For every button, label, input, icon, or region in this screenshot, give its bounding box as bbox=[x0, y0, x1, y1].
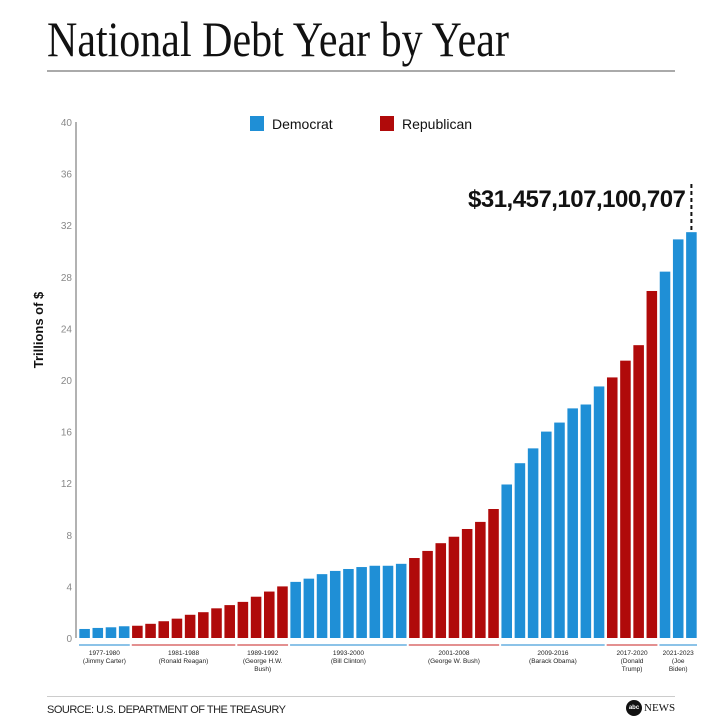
bar-democrat bbox=[659, 271, 671, 638]
y-tick-label: 32 bbox=[61, 221, 73, 232]
bar-democrat bbox=[527, 448, 539, 638]
period-label: (George H.W. bbox=[243, 658, 283, 665]
period-label: 2017-2020 bbox=[616, 650, 647, 657]
bar-republican bbox=[646, 290, 658, 638]
bar-republican bbox=[171, 618, 183, 638]
period-label: 1989-1992 bbox=[247, 650, 278, 657]
bar-democrat bbox=[686, 232, 697, 638]
bar-chart: 0 4 8 12 16 20 24 28 32 36 40 Trillions of $ Democ… bbox=[31, 116, 697, 673]
bar-democrat bbox=[343, 568, 354, 638]
bar-republican bbox=[488, 509, 499, 638]
bar-republican bbox=[145, 623, 156, 638]
bar-democrat bbox=[303, 578, 315, 638]
bar-republican bbox=[422, 550, 433, 638]
bar-republican bbox=[198, 612, 209, 638]
footer-rule bbox=[47, 696, 675, 697]
source-note: SOURCE: U.S. DEPARTMENT OF THE TREASURY bbox=[47, 704, 286, 716]
period-label: (Ronald Reagan) bbox=[159, 658, 209, 665]
y-axis-label: Trillions of $ bbox=[31, 291, 46, 368]
legend-swatch-democrat bbox=[250, 116, 264, 131]
legend-label-republican: Republican bbox=[402, 116, 472, 132]
bar-republican bbox=[132, 625, 143, 638]
page-title: National Debt Year by Year bbox=[47, 11, 509, 67]
y-tick-label: 4 bbox=[66, 582, 72, 593]
bar-republican bbox=[633, 345, 644, 638]
bar-republican bbox=[277, 586, 288, 638]
bar-democrat bbox=[290, 581, 301, 638]
bar-republican bbox=[237, 601, 249, 638]
period-label: 1993-2000 bbox=[333, 650, 364, 657]
bar-republican bbox=[184, 614, 196, 638]
bar-democrat bbox=[567, 408, 578, 638]
bar-republican bbox=[461, 528, 473, 638]
period-labels: 1977-1980(Jimmy Carter) 1981-1988(Ronald … bbox=[79, 644, 697, 673]
bar-republican bbox=[264, 591, 275, 638]
bar-republican bbox=[606, 377, 618, 638]
period-label: Biden) bbox=[669, 666, 688, 673]
news-wordmark: NEWS bbox=[644, 702, 676, 714]
bar-democrat bbox=[316, 574, 328, 638]
period-label: 2009-2016 bbox=[537, 650, 568, 657]
period-label: (Jimmy Carter) bbox=[83, 658, 126, 665]
period-label: (Donald bbox=[621, 658, 644, 665]
y-tick-label: 36 bbox=[61, 170, 73, 181]
period-label: 2001-2008 bbox=[438, 650, 469, 657]
y-tick-label: 16 bbox=[61, 428, 73, 439]
period-label: 2021-2023 bbox=[663, 650, 694, 657]
bar-democrat bbox=[395, 563, 407, 638]
bar-democrat bbox=[369, 565, 381, 638]
y-tick-label: 40 bbox=[61, 118, 73, 129]
bar-republican bbox=[224, 605, 235, 638]
y-tick-label: 0 bbox=[66, 634, 72, 645]
legend-label-democrat: Democrat bbox=[272, 116, 333, 132]
bar-democrat bbox=[329, 570, 341, 638]
y-tick-label: 28 bbox=[61, 273, 73, 284]
bar-democrat bbox=[105, 627, 117, 638]
period-label: 1977-1980 bbox=[89, 650, 120, 657]
period-label: Bush) bbox=[254, 666, 271, 673]
title-rule bbox=[47, 70, 675, 72]
bar-democrat bbox=[593, 386, 605, 638]
y-axis: 0 4 8 12 16 20 24 28 32 36 40 bbox=[61, 118, 77, 645]
y-tick-label: 20 bbox=[61, 376, 73, 387]
bar-democrat bbox=[501, 484, 512, 638]
bars bbox=[79, 232, 697, 638]
bar-republican bbox=[409, 558, 420, 638]
bar-democrat bbox=[541, 431, 552, 638]
period-label: Trump) bbox=[622, 666, 643, 673]
debt-total-annotation: $31,457,107,100,707 bbox=[468, 186, 686, 213]
bar-republican bbox=[475, 521, 486, 638]
period-label: (Joe bbox=[672, 658, 685, 665]
bar-republican bbox=[211, 608, 222, 638]
bar-republican bbox=[158, 621, 170, 638]
bar-republican bbox=[435, 543, 447, 638]
y-tick-label: 12 bbox=[61, 479, 73, 490]
bar-democrat bbox=[79, 628, 90, 638]
bar-democrat bbox=[514, 463, 526, 638]
legend-swatch-republican bbox=[380, 116, 394, 131]
bar-democrat bbox=[356, 567, 367, 638]
bar-democrat bbox=[382, 565, 394, 638]
period-label: (George W. Bush) bbox=[428, 658, 480, 665]
period-label: 1981-1988 bbox=[168, 650, 199, 657]
bar-democrat bbox=[554, 422, 565, 638]
bar-republican bbox=[448, 536, 460, 638]
abc-news-logo: abc NEWS bbox=[626, 700, 675, 716]
period-label: (Barack Obama) bbox=[529, 658, 577, 665]
y-tick-label: 8 bbox=[66, 531, 72, 542]
bar-republican bbox=[620, 360, 631, 638]
abc-logo-icon: abc bbox=[626, 700, 642, 716]
bar-democrat bbox=[92, 627, 104, 638]
period-label: (Bill Clinton) bbox=[331, 658, 366, 665]
y-tick-label: 24 bbox=[61, 324, 73, 335]
bar-democrat bbox=[672, 239, 684, 638]
bar-republican bbox=[250, 596, 262, 638]
bar-democrat bbox=[118, 626, 130, 638]
legend: Democrat Republican bbox=[250, 116, 472, 132]
bar-democrat bbox=[580, 404, 592, 638]
